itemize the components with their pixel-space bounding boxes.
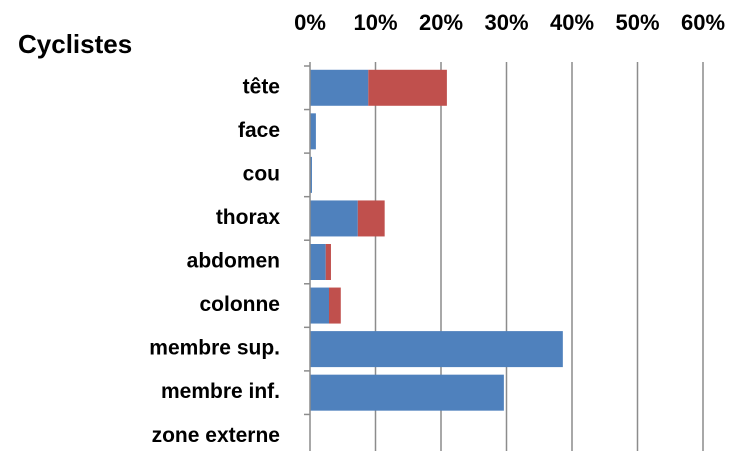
y-tick-label: cou [243,162,280,185]
x-tick-label: 10% [353,10,397,35]
x-tick-label: 60% [681,10,725,35]
y-tick-label: tête [243,75,280,98]
y-tick-label: membre inf. [161,380,280,403]
bar [310,69,369,106]
x-tick-label: 50% [615,10,659,35]
bar [368,69,447,106]
y-tick-label: colonne [199,293,280,316]
y-tick-label: face [238,119,280,142]
y-tick-label: membre sup. [149,337,280,360]
x-tick-label: 30% [484,10,528,35]
bar [310,113,316,150]
x-tick-label: 20% [419,10,463,35]
x-tick-label: 0% [294,10,326,35]
chart-title: Cyclistes [18,29,132,59]
bar [328,287,341,324]
x-tick-label: 40% [550,10,594,35]
bar [310,244,326,280]
bar [325,244,331,280]
y-tick-label: zone externe [152,424,280,447]
bar [310,331,563,368]
bar [310,156,312,193]
bar [310,287,329,324]
bar [310,374,504,411]
bar [357,200,385,237]
bar [310,200,358,237]
y-tick-label: abdomen [187,250,280,273]
y-tick-label: thorax [216,206,281,229]
